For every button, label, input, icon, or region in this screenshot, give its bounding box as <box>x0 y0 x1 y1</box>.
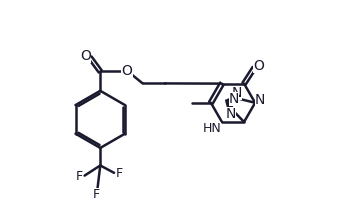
Text: O: O <box>121 65 133 78</box>
Text: F: F <box>116 167 123 180</box>
Text: O: O <box>80 49 91 63</box>
Text: F: F <box>93 188 100 201</box>
Text: N: N <box>229 92 239 106</box>
Text: N: N <box>255 93 266 107</box>
Text: O: O <box>253 59 264 73</box>
Text: N: N <box>231 86 242 100</box>
Text: N: N <box>226 107 236 121</box>
Text: F: F <box>76 170 83 183</box>
Text: HN: HN <box>203 122 221 135</box>
